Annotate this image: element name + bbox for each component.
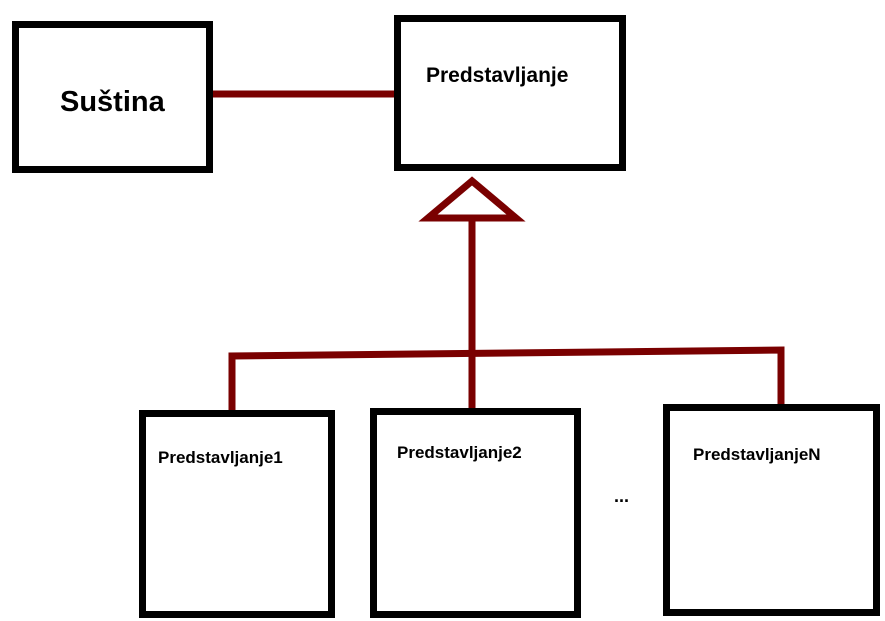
ellipsis-more-nodes: ...	[614, 486, 630, 506]
node-predstavljanje2-label: Predstavljanje2	[397, 443, 522, 462]
node-predstavljanje2: Predstavljanje2	[370, 408, 581, 618]
node-predstavljanje1-label: Predstavljanje1	[158, 448, 283, 467]
node-predstavljanje-label: Predstavljanje	[426, 64, 569, 87]
node-predstavljanje: Predstavljanje	[394, 15, 626, 171]
node-predstavljanje1: Predstavljanje1	[139, 410, 335, 618]
inheritance-bus-line	[228, 346, 785, 414]
inheritance-arrowhead	[418, 176, 526, 222]
node-predstavljanjeN: PredstavljanjeN	[663, 404, 880, 616]
node-predstavljanjeN-label: PredstavljanjeN	[693, 445, 821, 464]
node-sustina-label: Suština	[60, 86, 165, 118]
node-sustina: Suština	[12, 21, 213, 173]
